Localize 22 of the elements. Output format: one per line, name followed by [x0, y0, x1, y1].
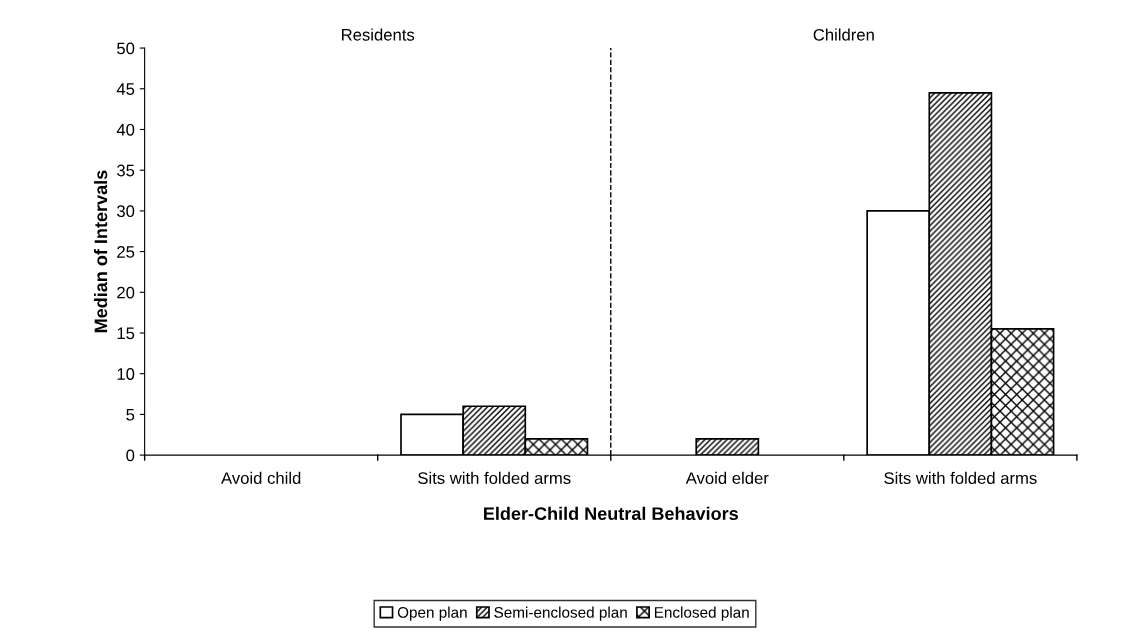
y-tick-label: 40 — [116, 123, 135, 136]
y-tick-label: 50 — [117, 42, 135, 55]
legend-label: Enclosed plan — [654, 606, 749, 621]
y-axis-title: Median of Intervals — [93, 170, 108, 333]
y-tick-label: 5 — [126, 408, 135, 421]
legend-label: Semi-enclosed plan — [494, 606, 627, 621]
y-tick-label: 45 — [116, 83, 135, 95]
y-tick-label: 15 — [117, 327, 135, 340]
y-tick-label: 0 — [126, 449, 135, 462]
x-axis-title: Elder-Child Neutral Behaviors — [484, 506, 738, 521]
x-tick-label: Sits with folded arms — [884, 471, 1037, 485]
legend-label: Open plan — [397, 606, 467, 621]
x-tick-label: Avoid child — [221, 471, 301, 485]
y-tick-label: 20 — [117, 286, 135, 299]
y-tick-label: 30 — [117, 205, 135, 218]
text: Residents — [342, 28, 415, 41]
y-tick-label: 25 — [117, 245, 135, 258]
y-tick-label: 35 — [117, 164, 135, 177]
text: Children — [813, 28, 874, 41]
x-tick-label: Avoid elder — [685, 471, 769, 485]
x-tick-label: Sits with folded arms — [418, 471, 571, 485]
y-tick-label: 10 — [117, 368, 135, 380]
